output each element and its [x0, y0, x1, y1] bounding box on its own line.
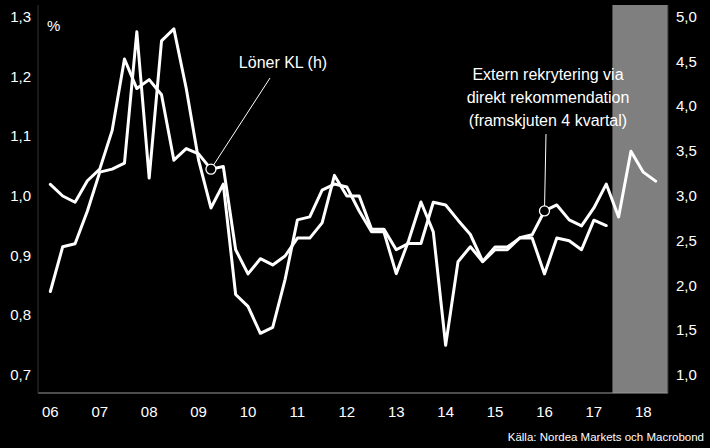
y-tick-label: 0,8 — [10, 306, 31, 323]
y2-tick-label: 5,0 — [676, 8, 697, 25]
y-tick-label: 1,2 — [10, 68, 31, 85]
chart: 0,7 0,8 0,9 1,0 1,1 1,2 1,3 1,0 1,5 2,0 2,5 3,0 3,5 4… — [0, 0, 710, 448]
y-tick-label: 1,1 — [10, 127, 31, 144]
series-line — [50, 29, 655, 345]
annotation-line: Extern rekrytering via — [472, 66, 623, 83]
x-tick-label: 06 — [42, 403, 59, 420]
annotation-leader — [211, 78, 270, 169]
y2-tick-label: 2,5 — [676, 232, 697, 249]
x-tick-label: 09 — [190, 403, 207, 420]
y2-tick-label: 1,0 — [676, 366, 697, 383]
y2-tick-label: 3,0 — [676, 187, 697, 204]
annotation: Löner KL (h) — [239, 54, 327, 71]
x-tick-label: 18 — [635, 403, 652, 420]
x-tick-label: 16 — [536, 403, 553, 420]
y-tick-label: 1,3 — [10, 8, 31, 25]
x-tick-label: 15 — [487, 403, 504, 420]
y-tick-label: 1,0 — [10, 187, 31, 204]
series-group — [50, 29, 655, 345]
x-tick-label: 07 — [91, 403, 108, 420]
x-tick-label: 13 — [388, 403, 405, 420]
background — [0, 0, 710, 448]
x-tick-label: 14 — [437, 403, 454, 420]
x-tick-label: 11 — [290, 403, 306, 420]
y-axis-label: % — [47, 17, 60, 34]
y-tick-label: 0,9 — [10, 247, 31, 264]
y2-tick-label: 1,5 — [676, 321, 697, 338]
x-tick-label: 17 — [586, 403, 603, 420]
annotation-marker — [206, 164, 216, 174]
source: Källa: Nordea Markets och Macrobond — [508, 431, 704, 443]
annotation-leader — [544, 134, 546, 211]
y-axis-line — [38, 5, 39, 393]
y-tick-label: 0,7 — [10, 366, 31, 383]
annotation-line: direkt rekommendation — [467, 89, 630, 106]
annotation-marker — [539, 206, 549, 216]
x-tick-label: 12 — [338, 403, 355, 420]
y2-tick-label: 2,0 — [676, 277, 697, 294]
y2-axis-line — [668, 5, 669, 393]
y2-tick-label: 3,5 — [676, 142, 697, 159]
x-tick-label: 08 — [141, 403, 158, 420]
x-tick-label: 10 — [240, 403, 257, 420]
y2-tick-label: 4,0 — [676, 97, 697, 114]
x-axis-line — [38, 393, 668, 394]
y2-tick-label: 4,5 — [676, 53, 697, 70]
annotation-line: Löner KL (h) — [239, 54, 327, 71]
annotation-line: (framskjuten 4 kvartal) — [469, 112, 627, 129]
annotation: Extern rekrytering via direkt rekommendat… — [467, 66, 630, 129]
